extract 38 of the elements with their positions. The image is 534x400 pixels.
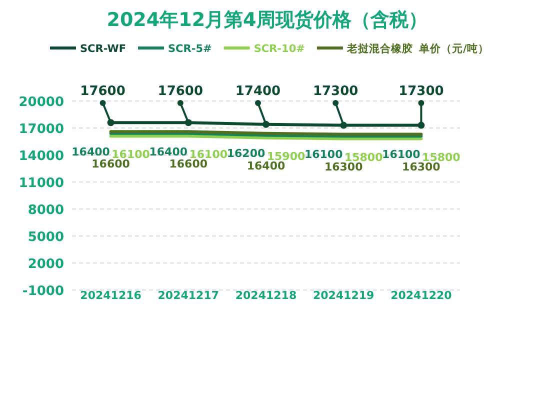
y-tick-label: 20000 bbox=[18, 95, 64, 110]
data-label: 16400 bbox=[72, 145, 110, 158]
legend-item: SCR-WF bbox=[50, 43, 126, 55]
y-tick-label: 14000 bbox=[18, 149, 64, 164]
data-label: 16100 bbox=[382, 148, 420, 162]
y-tick-label: 5000 bbox=[28, 230, 64, 245]
data-label: 16200 bbox=[226, 147, 266, 160]
legend-item: SCR-5# bbox=[138, 43, 212, 55]
data-label: 16300 bbox=[402, 160, 440, 174]
title: 2024年12月第4周现货价格（含税） bbox=[106, 9, 428, 31]
legend-item: 老挝混合橡胶 bbox=[316, 43, 413, 55]
legend-label: SCR-WF bbox=[80, 43, 126, 55]
legend-item: SCR-10# bbox=[224, 43, 305, 55]
data-label: 16600 bbox=[169, 158, 208, 171]
legend-label: SCR-10# bbox=[254, 43, 306, 55]
data-label: 16400 bbox=[246, 159, 286, 172]
x-tick-label: 20241219 bbox=[312, 289, 374, 302]
y-tick-label: 2000 bbox=[28, 257, 64, 272]
data-label: 16600 bbox=[92, 158, 130, 171]
legend-label: SCR-5# bbox=[168, 43, 212, 55]
x-tick-label: 20241220 bbox=[390, 289, 452, 302]
x-tick-label: 20241218 bbox=[235, 289, 297, 302]
y-tick-label: 8000 bbox=[28, 203, 64, 218]
data-label: 16400 bbox=[149, 145, 188, 158]
data-label: 17600 bbox=[80, 84, 126, 99]
data-label: 17300 bbox=[398, 84, 444, 99]
y-tick-label: 11000 bbox=[18, 176, 64, 191]
y-tick-label: -1000 bbox=[22, 284, 64, 299]
x-tick-label: 20241217 bbox=[158, 289, 220, 302]
data-label: 16300 bbox=[324, 160, 363, 174]
y-tick-label: 17000 bbox=[18, 122, 64, 137]
x-tick-label: 20241216 bbox=[80, 289, 142, 302]
data-label: 17400 bbox=[235, 84, 281, 99]
data-label: 17300 bbox=[312, 84, 358, 99]
data-label: 16100 bbox=[304, 148, 343, 162]
legend-label: 老挝混合橡胶 bbox=[346, 42, 413, 55]
data-label: 17600 bbox=[158, 84, 204, 99]
annotation: 单价（元/吨） bbox=[418, 43, 489, 55]
